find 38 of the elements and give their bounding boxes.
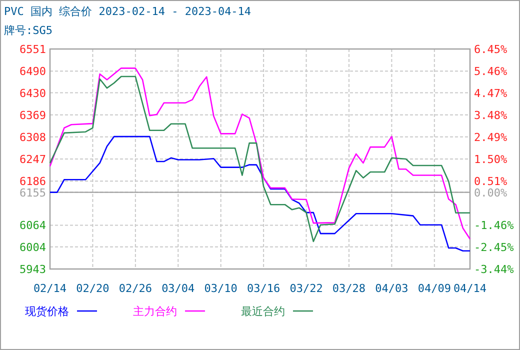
y-tick-label: 6551 — [20, 43, 46, 56]
legend-label: 主力合约 — [133, 305, 177, 318]
y2-tick-label: 0.00% — [474, 186, 508, 200]
y2-tick-label: 0.51% — [474, 175, 508, 188]
y-tick-label: 5943 — [20, 263, 46, 276]
legend-label: 最近合约 — [241, 305, 285, 318]
y2-tick-label: 3.48% — [474, 109, 508, 122]
y-tick-label: 6490 — [20, 65, 46, 78]
y-tick-label: 6369 — [20, 108, 46, 122]
x-tick-label: 04/14 — [453, 282, 487, 295]
y-tick-label: 6430 — [20, 86, 46, 100]
y-tick-label: 6186 — [20, 175, 46, 188]
y2-tick-label: -1.46% — [474, 218, 514, 232]
x-tick-label: 04/09 — [418, 282, 451, 295]
x-tick-label: 04/03 — [375, 282, 408, 295]
x-tick-label: 02/14 — [33, 282, 67, 295]
y2-tick-label: -2.45% — [474, 240, 514, 254]
title: PVC 国内 综合价 2023-02-14 - 2023-04-14 — [4, 5, 252, 18]
x-tick-label: 03/16 — [246, 282, 280, 295]
y-tick-label: 6247 — [20, 153, 46, 166]
y-tick-label: 6064 — [20, 219, 46, 232]
y2-tick-label: 1.50% — [474, 153, 508, 166]
legend-label: 现货价格 — [25, 305, 69, 318]
y2-tick-label: 2.49% — [474, 131, 508, 144]
x-tick-label: 03/22 — [290, 282, 323, 295]
y2-tick-label: -3.44% — [474, 263, 514, 276]
subtitle: 牌号:SG5 — [4, 24, 52, 37]
y2-tick-label: 6.45% — [474, 43, 508, 56]
x-tick-label: 03/04 — [162, 282, 196, 295]
y-tick-label: 6155 — [20, 186, 46, 200]
y2-tick-label: 4.47% — [474, 87, 508, 100]
x-tick-label: 03/10 — [204, 282, 238, 295]
y-tick-label: 6308 — [20, 130, 46, 144]
x-tick-label: 03/28 — [332, 282, 366, 295]
y2-tick-label: 5.46% — [474, 65, 508, 78]
x-tick-label: 02/26 — [118, 282, 152, 295]
x-tick-label: 02/20 — [76, 282, 110, 295]
y-tick-label: 6004 — [20, 240, 46, 254]
